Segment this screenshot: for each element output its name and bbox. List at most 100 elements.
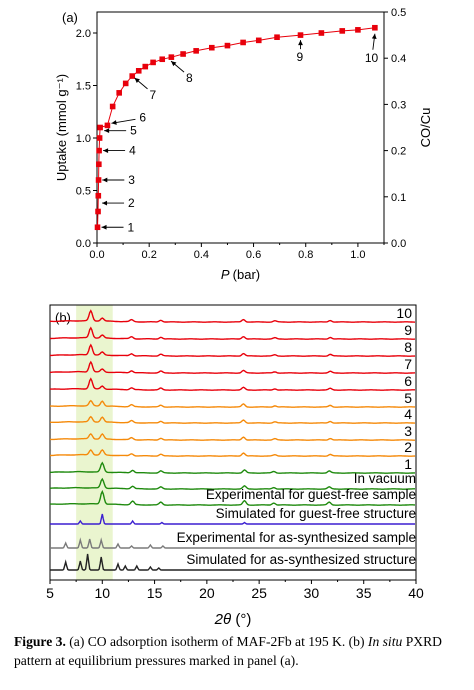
isotherm-line	[97, 27, 375, 228]
data-point	[159, 56, 166, 63]
data-point	[168, 54, 175, 60]
series-label: Experimental for guest-free sample	[206, 487, 416, 502]
y-right-tick-label: 0.5	[391, 7, 406, 19]
caption-text-a: (a) CO adsorption isotherm of MAF-2Fb at…	[65, 634, 368, 649]
data-point	[339, 28, 346, 34]
pxrd-pattern	[49, 461, 415, 474]
caption-label: Figure 3.	[14, 634, 66, 649]
y-left-tick-label: 2.0	[76, 28, 91, 40]
annotation-label: 3	[128, 173, 135, 187]
y-right-tick-label: 0.1	[391, 192, 406, 204]
annotation-arrowhead	[371, 33, 377, 40]
annotation-arrowhead	[102, 177, 108, 183]
x-tick-label: 0.0	[89, 249, 104, 261]
data-point	[224, 42, 231, 49]
series-label: Experimental for as-synthesized sample	[177, 530, 416, 545]
x-tick-label: 0.8	[298, 249, 313, 261]
annotation-label: 1	[128, 220, 135, 234]
pxrd-pattern	[49, 477, 415, 490]
x-tick-label: 15	[147, 585, 163, 601]
y-right-tick-label: 0.3	[391, 99, 406, 111]
data-point	[318, 30, 325, 36]
figure: (a) 0.0 0.2 0.4 0.6 0.8 1.0 0.0 0.5 1.0 1.5 2.0 0.0 0…	[46, 7, 433, 628]
y-left-tick-label: 0.5	[76, 186, 91, 198]
annotation-label: 9	[297, 50, 304, 64]
pxrd-pattern	[50, 309, 416, 323]
x-tick-label: 20	[199, 585, 215, 601]
series-label: In vacuum	[354, 471, 416, 486]
data-point	[96, 147, 102, 154]
panel-b-label: (b)	[55, 310, 71, 325]
y-left-tick-label: 0.0	[76, 238, 91, 250]
data-point	[116, 90, 122, 96]
pxrd-pattern	[50, 399, 416, 408]
x-tick-label: 5	[46, 585, 54, 601]
x-tick-label: 40	[408, 585, 424, 601]
series-label: 7	[404, 356, 412, 372]
annotation-label: 10	[365, 51, 379, 65]
y-right-tick-label: 0.0	[391, 238, 406, 250]
caption-in-situ: In situ	[367, 634, 403, 649]
annotation-label: 8	[186, 71, 193, 85]
data-point	[255, 37, 262, 44]
highlight-band	[76, 305, 113, 580]
x-tick-label: 35	[356, 585, 372, 601]
annotation-arrowhead	[111, 120, 117, 125]
pxrd-pattern	[50, 448, 416, 457]
series-label: 10	[396, 305, 412, 321]
data-point	[142, 63, 149, 70]
panel-a-label: (a)	[62, 10, 78, 25]
data-point	[129, 73, 136, 79]
pxrd-pattern	[49, 415, 415, 424]
data-point	[109, 103, 116, 110]
data-point	[96, 135, 103, 141]
series-label: Simulated for guest-free structure	[216, 506, 416, 521]
series-label: 9	[404, 322, 412, 338]
data-point	[297, 32, 304, 38]
series-label: 3	[404, 423, 412, 439]
annotation-label: 7	[150, 88, 157, 102]
data-point	[180, 51, 186, 57]
annotation-arrowhead	[103, 148, 109, 153]
series-label: 2	[404, 439, 412, 455]
x-axis-label: P (bar)	[221, 267, 260, 282]
pxrd-pattern	[50, 553, 416, 571]
data-point	[372, 24, 378, 31]
pxrd-pattern	[50, 537, 415, 549]
x-tick-label: 10	[94, 585, 110, 601]
data-point	[355, 27, 361, 33]
annotation-label: 4	[129, 144, 136, 158]
pxrd-pattern	[50, 489, 415, 506]
annotation-arrowhead	[171, 61, 177, 67]
y-right-tick-label: 0.4	[391, 53, 406, 65]
series-label: 1	[404, 456, 412, 472]
data-point	[135, 68, 142, 74]
y-left-tick-label: 1.0	[76, 133, 91, 145]
pxrd-pattern	[49, 360, 416, 374]
figure-caption: Figure 3. (a) CO adsorption isotherm of …	[14, 632, 460, 670]
x-tick-label: 0.2	[142, 249, 157, 261]
annotation-arrowhead	[298, 40, 303, 46]
data-point	[95, 177, 102, 183]
annotation-arrowhead	[101, 224, 107, 230]
data-point	[274, 34, 280, 40]
pxrd-pattern	[49, 326, 416, 340]
data-point	[209, 44, 215, 51]
data-point	[150, 59, 156, 66]
pxrd-pattern	[49, 343, 416, 357]
series-label: 8	[404, 339, 412, 355]
data-point	[95, 208, 101, 215]
x-tick-label: 30	[304, 585, 320, 601]
data-point	[96, 161, 102, 168]
series-label: Simulated for as-synthesized structure	[186, 552, 416, 567]
series-label: 6	[404, 373, 412, 389]
annotation-label: 5	[130, 124, 137, 138]
data-point	[122, 80, 129, 87]
x-tick-label: 0.6	[246, 249, 261, 261]
series-label: 4	[404, 406, 412, 422]
data-point	[97, 124, 103, 131]
annotation-arrowhead	[134, 77, 140, 83]
data-point	[95, 192, 102, 199]
pxrd-pattern	[50, 432, 415, 441]
plot-a-frame	[96, 11, 385, 244]
